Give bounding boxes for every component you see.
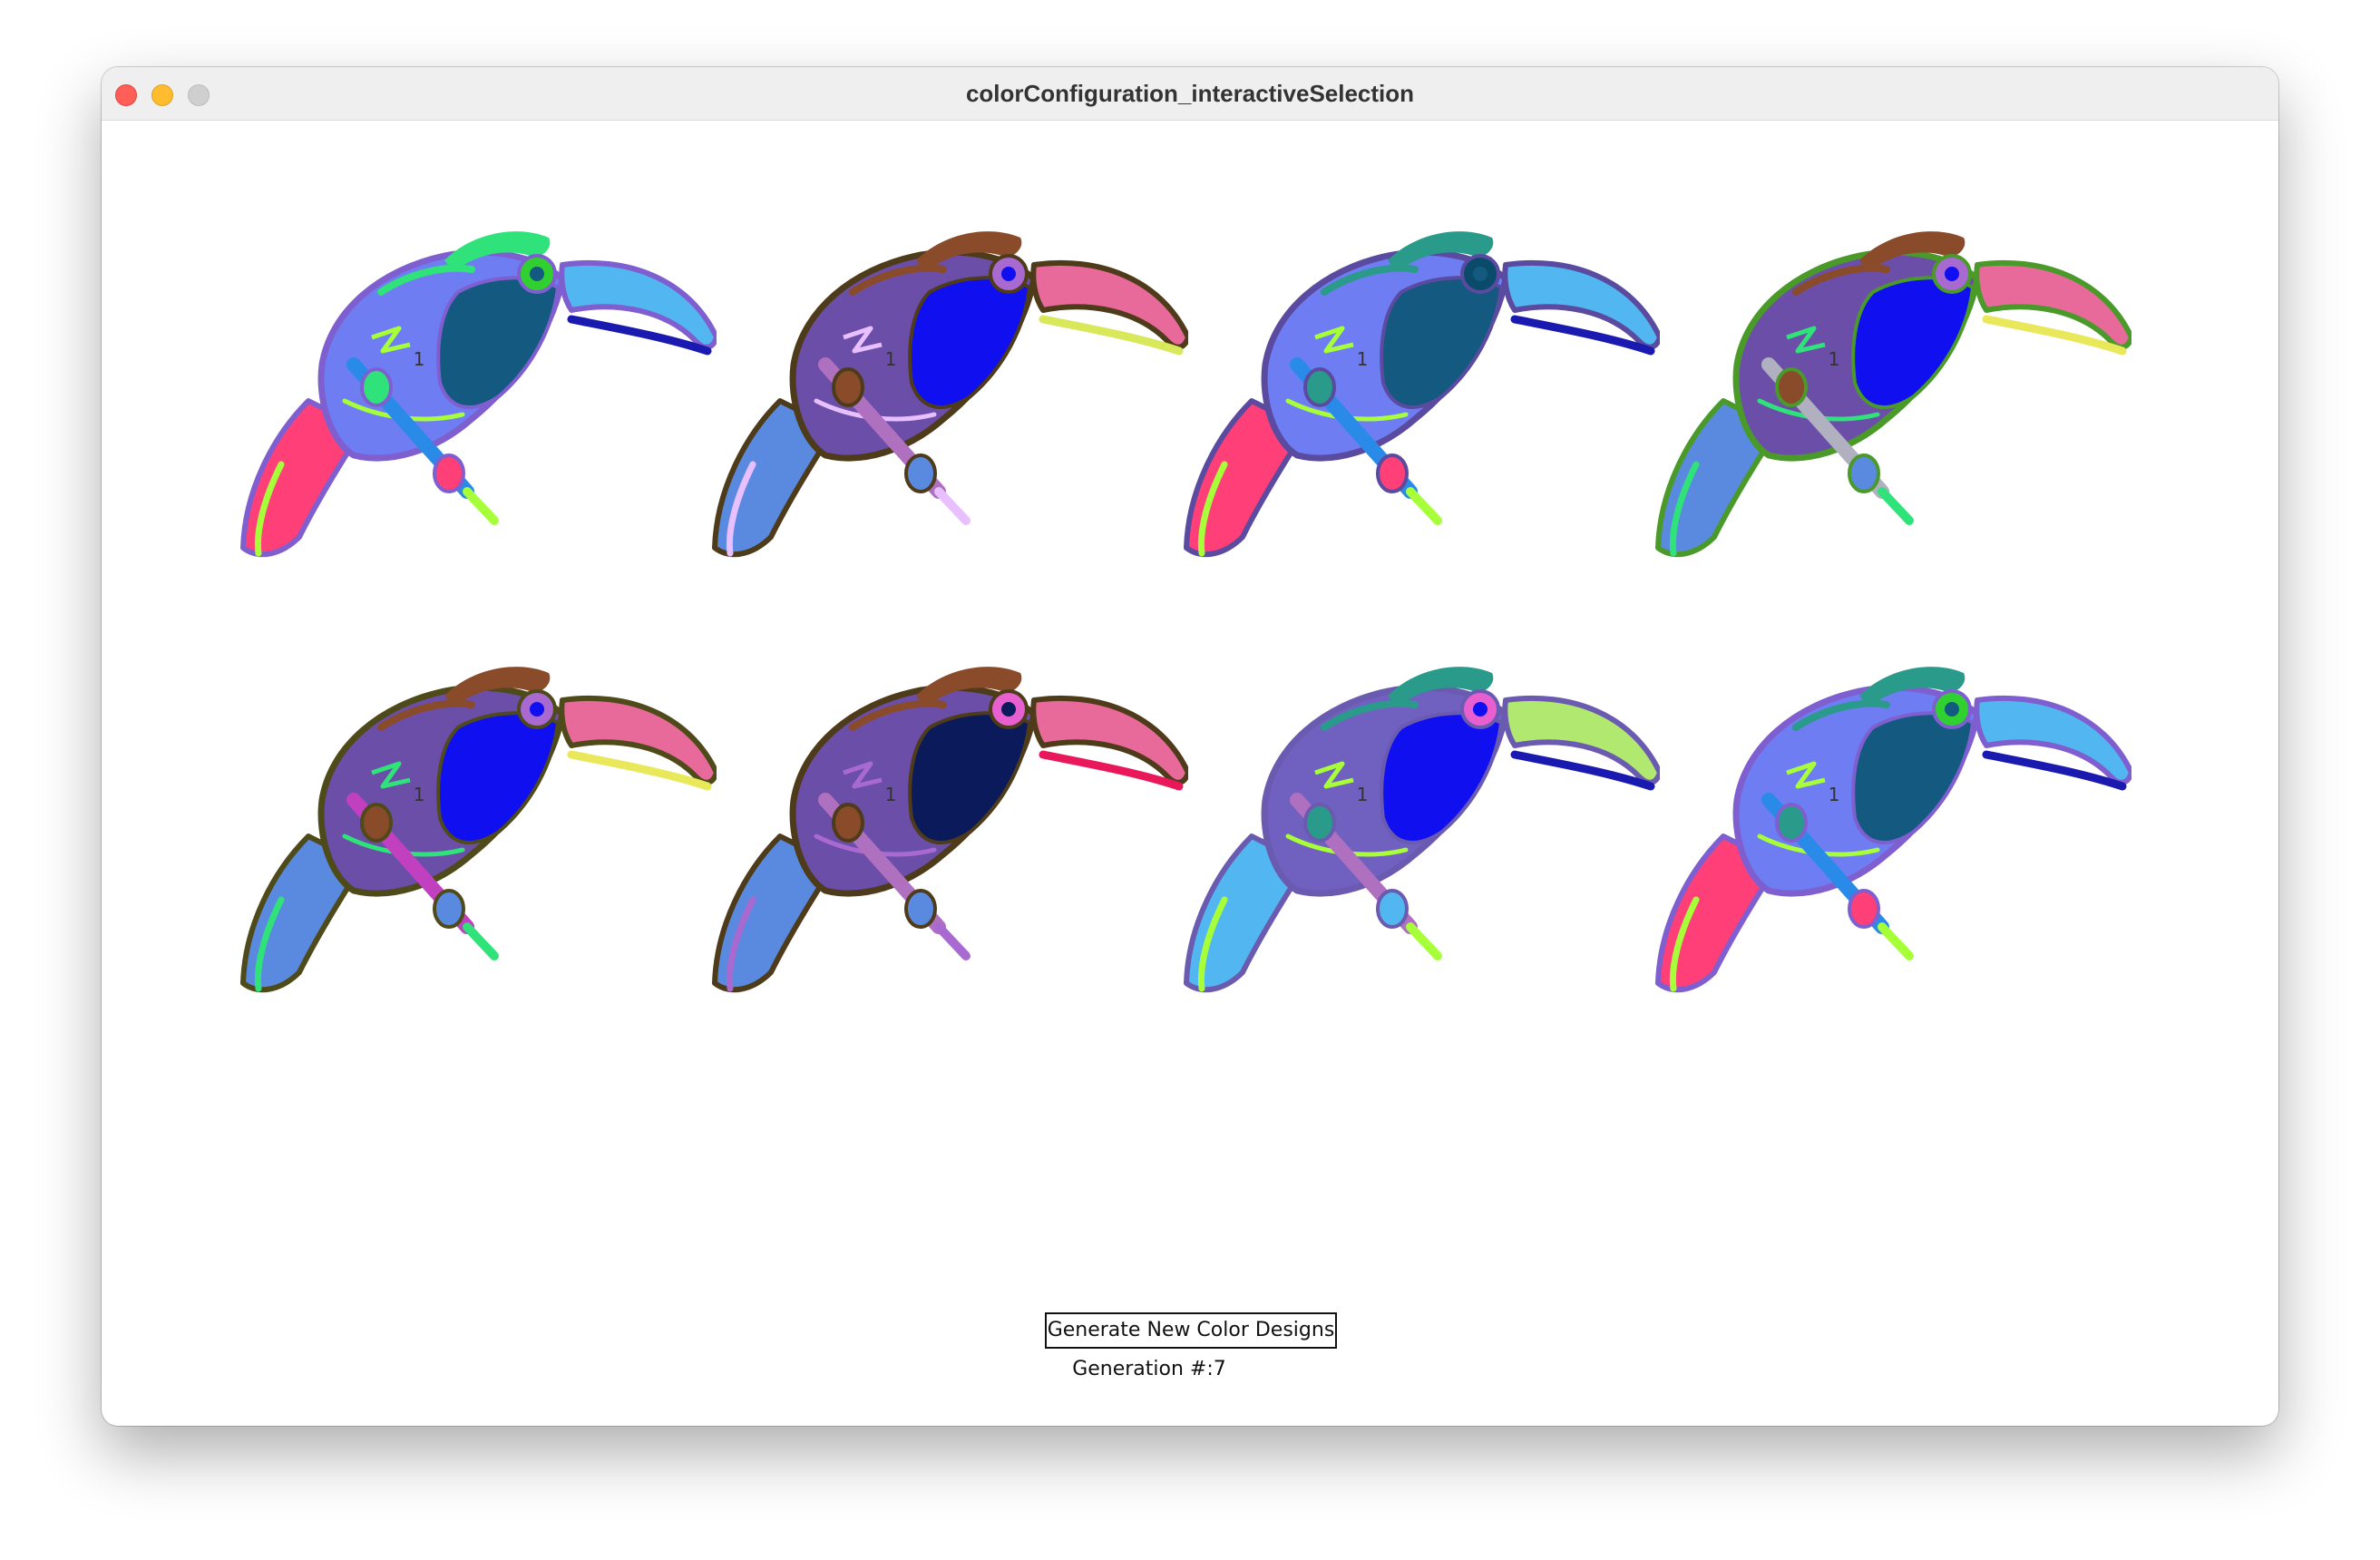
toucan-design-image — [1184, 231, 1660, 558]
design-cell[interactable] — [1587, 628, 2131, 1009]
app-window: colorConfiguration_interactiveSelection … — [102, 67, 2278, 1426]
minimize-window-button[interactable] — [151, 84, 173, 106]
design-cell[interactable] — [644, 192, 1188, 573]
design-score-label: 1 — [1356, 784, 1369, 805]
toucan-design-image — [240, 231, 717, 558]
design-cell[interactable] — [172, 192, 717, 573]
design-score-label: 1 — [413, 348, 425, 370]
design-score-label: 1 — [1356, 348, 1369, 370]
design-cell[interactable] — [1116, 628, 1660, 1009]
design-score-label: 1 — [1828, 348, 1840, 370]
design-cell[interactable] — [1587, 192, 2131, 573]
generate-new-designs-button[interactable]: Generate New Color Designs — [1045, 1312, 1337, 1349]
toucan-design-image — [1184, 667, 1660, 993]
design-score-label: 1 — [884, 348, 897, 370]
toucan-design-image — [712, 667, 1188, 993]
sketch-canvas: 1 1 1 — [102, 120, 2278, 1426]
zoom-window-button[interactable] — [188, 84, 210, 106]
toucan-design-image — [712, 231, 1188, 558]
close-window-button[interactable] — [115, 84, 137, 106]
toucan-design-image — [240, 667, 717, 993]
toucan-design-image — [1655, 231, 2131, 558]
design-cell[interactable] — [172, 628, 717, 1009]
generation-counter: Generation #:7 — [1072, 1358, 1226, 1380]
title-bar: colorConfiguration_interactiveSelection — [102, 67, 2278, 121]
toucan-design-image — [1655, 667, 2131, 993]
design-cell[interactable] — [1116, 192, 1660, 573]
window-title: colorConfiguration_interactiveSelection — [965, 80, 1415, 107]
design-cell[interactable] — [644, 628, 1188, 1009]
design-score-label: 1 — [413, 784, 425, 805]
design-score-label: 1 — [1828, 784, 1840, 805]
design-score-label: 1 — [884, 784, 897, 805]
